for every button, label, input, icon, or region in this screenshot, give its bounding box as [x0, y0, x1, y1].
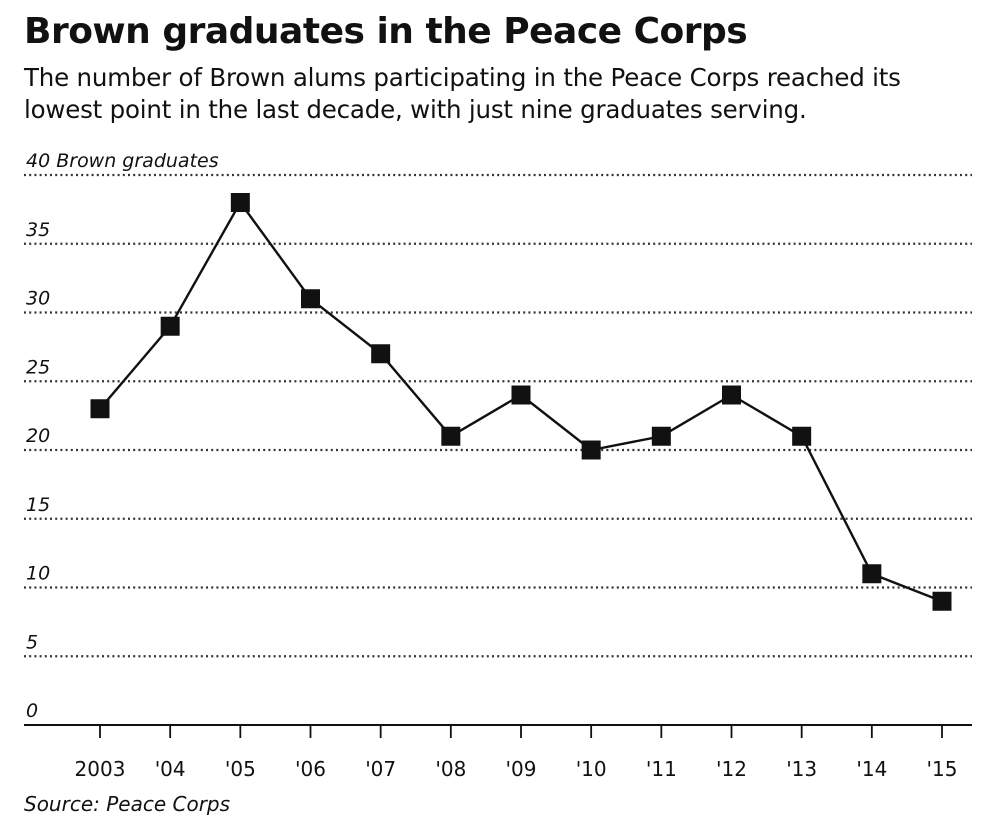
x-axis-tick-labels: 2003 '04 '05 '06 '07 '08 '09 '10 '11 '12 '13 '14 '15	[75, 757, 958, 781]
x-tick-label: '11	[646, 757, 677, 781]
series-markers	[90, 193, 952, 611]
x-tick-label: '07	[365, 757, 396, 781]
data-point-04	[160, 316, 180, 336]
gridlines	[24, 173, 972, 658]
data-point-10	[581, 440, 601, 460]
chart-title: Brown graduates in the Peace Corps	[24, 11, 748, 52]
y-tick-label: 25	[26, 356, 50, 378]
series-line	[99, 200, 943, 603]
y-tick-label: 35	[26, 219, 50, 241]
data-point-09	[511, 385, 531, 405]
x-tick-label: 2003	[75, 757, 126, 781]
data-point-12	[722, 385, 741, 405]
data-point-11	[651, 426, 671, 446]
x-tick-label: '06	[295, 757, 326, 781]
chart-subtitle: The number of Brown alums participating …	[24, 63, 901, 124]
data-point-08	[441, 426, 461, 446]
x-axis	[24, 724, 972, 738]
x-tick-label: '15	[927, 757, 958, 781]
data-point-15	[932, 591, 952, 611]
y-tick-label: 30	[26, 288, 50, 310]
data-point-06	[301, 289, 320, 309]
data-point-14	[862, 564, 882, 584]
data-point-07	[371, 344, 391, 364]
data-point-13	[792, 426, 812, 446]
x-tick-label: '12	[716, 757, 747, 781]
x-tick-label: '09	[506, 757, 537, 781]
data-point-05	[230, 193, 250, 212]
y-tick-label: 40 Brown graduates	[26, 150, 219, 172]
y-tick-label: 10	[26, 563, 50, 585]
x-tick-label: '08	[435, 757, 466, 781]
x-tick-label: '04	[155, 757, 186, 781]
y-tick-label: 5	[26, 631, 38, 653]
x-tick-label: '10	[576, 757, 607, 781]
data-point-2003	[90, 399, 110, 419]
series-polyline	[99, 200, 943, 603]
y-tick-label: 0	[26, 700, 38, 722]
y-tick-label: 20	[26, 425, 50, 447]
x-tick-label: '13	[786, 757, 817, 781]
source-note: Source: Peace Corps	[24, 792, 231, 816]
y-axis-tick-labels: 0 5 10 15 20 25 30 35 40 Brown graduates	[26, 150, 219, 722]
x-tick-label: '05	[225, 757, 256, 781]
y-tick-label: 15	[26, 494, 50, 516]
x-tick-label: '14	[856, 757, 887, 781]
